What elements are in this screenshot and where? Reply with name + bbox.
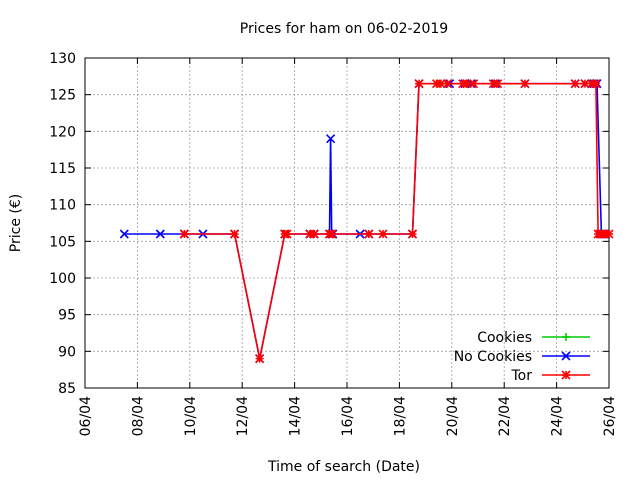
y-tick-label: 90 <box>58 344 76 360</box>
y-tick-label: 125 <box>49 88 76 104</box>
y-tick-label: 85 <box>58 381 76 397</box>
y-axis-ticks: 85 90 95 100 105 110 115 120 125 130 <box>49 51 609 397</box>
x-axis-ticks: 06/04 08/04 10/04 12/04 14/04 16/04 18/04 20/04… <box>78 58 618 436</box>
data-point <box>469 79 479 89</box>
y-tick-label: 120 <box>49 124 76 140</box>
x-tick-label: 10/04 <box>183 396 199 436</box>
y-tick-label: 110 <box>49 198 76 214</box>
series-no-cookies <box>119 79 611 364</box>
x-tick-label: 24/04 <box>550 396 566 436</box>
legend-item: Tor <box>511 368 590 384</box>
series-tor <box>179 79 614 364</box>
data-point <box>179 229 189 239</box>
legend: Cookies No Cookies Tor <box>454 330 590 384</box>
x-tick-label: 18/04 <box>392 396 408 436</box>
legend-label: No Cookies <box>454 349 532 365</box>
series-line <box>184 82 609 359</box>
data-point <box>520 79 530 89</box>
data-point <box>407 229 418 239</box>
legend-item: Cookies <box>477 330 590 346</box>
data-point <box>282 229 292 239</box>
y-tick-label: 105 <box>49 234 76 250</box>
y-tick-label: 95 <box>58 308 76 324</box>
x-tick-label: 08/04 <box>130 396 146 436</box>
y-axis-label: Price (€) <box>8 194 24 252</box>
data-point <box>309 229 319 239</box>
data-point <box>155 229 165 239</box>
series-line <box>124 82 606 359</box>
legend-item: No Cookies <box>454 349 590 365</box>
data-point <box>364 229 374 239</box>
y-tick-label: 115 <box>49 161 76 177</box>
y-tick-label: 130 <box>49 51 76 67</box>
data-point <box>229 229 240 239</box>
data-point <box>442 79 452 89</box>
data-point <box>604 229 614 239</box>
grid <box>85 58 609 388</box>
legend-label: Cookies <box>477 330 532 346</box>
chart-title: Prices for ham on 06-02-2019 <box>240 21 448 37</box>
data-point <box>570 79 580 89</box>
series-group <box>119 79 614 364</box>
data-point <box>561 351 571 361</box>
y-tick-label: 100 <box>49 271 76 287</box>
data-point <box>493 79 503 89</box>
x-tick-label: 22/04 <box>497 396 513 436</box>
data-point <box>326 134 336 144</box>
x-tick-label: 16/04 <box>340 396 356 436</box>
data-point <box>255 354 265 364</box>
x-tick-label: 12/04 <box>235 396 251 436</box>
x-tick-label: 26/04 <box>602 396 618 436</box>
legend-label: Tor <box>511 368 533 384</box>
data-point <box>591 79 601 89</box>
data-point <box>378 229 388 239</box>
x-tick-label: 06/04 <box>78 396 94 436</box>
data-point <box>414 79 424 89</box>
data-point <box>562 333 570 341</box>
plot-frame <box>84 57 610 389</box>
x-tick-label: 14/04 <box>288 396 304 436</box>
x-tick-label: 20/04 <box>445 396 461 436</box>
data-point <box>119 229 129 239</box>
data-point <box>327 229 337 239</box>
x-axis-label: Time of search (Date) <box>267 459 420 475</box>
data-point <box>561 370 571 380</box>
